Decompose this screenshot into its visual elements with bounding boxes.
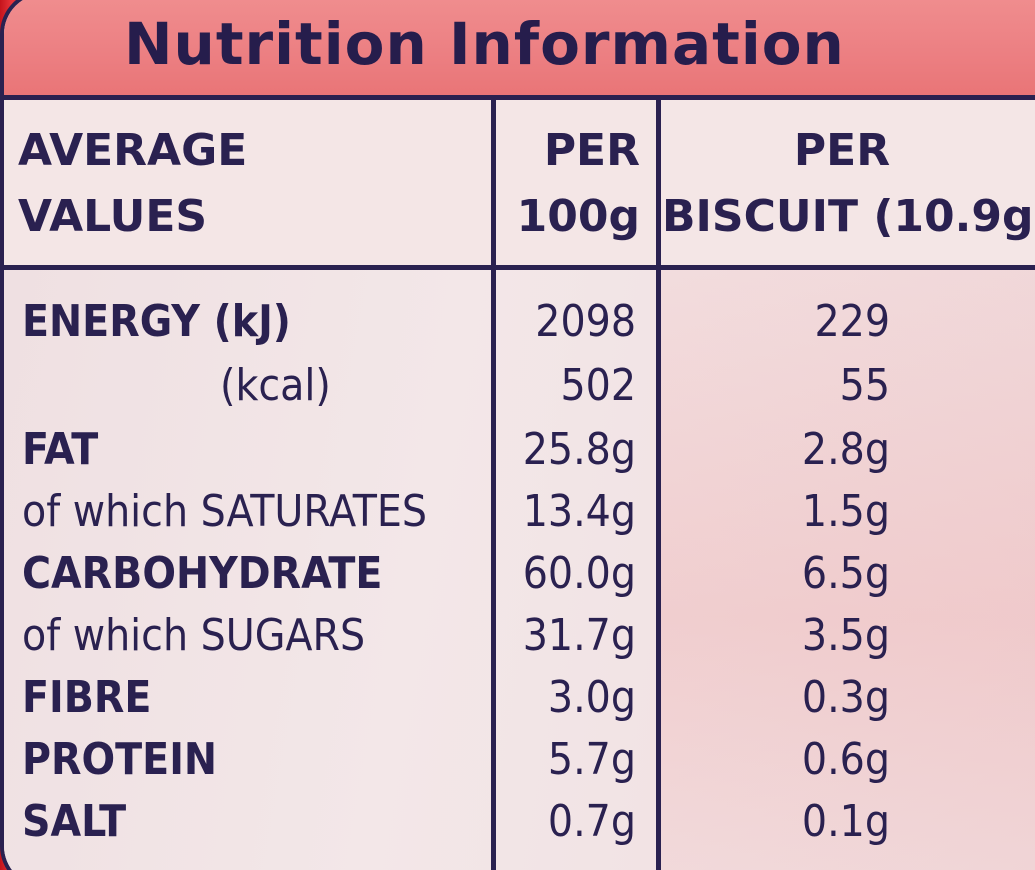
value-per-biscuit: 2.8g: [801, 424, 890, 475]
header-per-biscuit: PER BISCUIT (10.9g): [662, 118, 1035, 250]
table-row-carbohydrate: CARBOHYDRATE 60.0g 6.5g: [0, 542, 1035, 604]
table-row-sugars: of which SUGARS 31.7g 3.5g: [0, 604, 1035, 666]
value-per-biscuit: 0.1g: [801, 796, 890, 847]
header-per-100g-line2: 100g: [516, 191, 640, 242]
column-divider-1: [491, 100, 496, 870]
value-per-100g: 5.7g: [547, 734, 636, 785]
value-per-100g: 13.4g: [522, 486, 636, 537]
header-average-line1: AVERAGE: [18, 125, 248, 176]
nutrient-label: CARBOHYDRATE: [22, 548, 383, 599]
value-per-biscuit: 0.6g: [801, 734, 890, 785]
nutrient-label: ENERGY (kJ): [22, 296, 291, 347]
table-row-salt: SALT 0.7g 0.1g: [0, 790, 1035, 852]
value-per-biscuit: 6.5g: [801, 548, 890, 599]
header-per-100g: PER 100g: [498, 118, 640, 250]
table-body: [4, 270, 1035, 870]
nutrient-label: FIBRE: [22, 672, 152, 723]
nutrient-rows: ENERGY (kJ) 2098 229 (kcal) 502 55 FAT 2…: [0, 290, 1035, 852]
value-per-100g: 31.7g: [522, 610, 636, 661]
value-per-100g: 502: [560, 360, 636, 411]
value-per-100g: 2098: [535, 296, 636, 347]
header-per-biscuit-line2: BISCUIT (10.9g): [662, 191, 1035, 242]
value-per-100g: 0.7g: [547, 796, 636, 847]
value-per-biscuit: 229: [814, 296, 890, 347]
header-per-100g-line1: PER: [543, 125, 640, 176]
nutrient-label: of which SATURATES: [22, 486, 428, 537]
table-row-fat: FAT 25.8g 2.8g: [0, 418, 1035, 480]
value-per-100g: 25.8g: [522, 424, 636, 475]
table-row-saturates: of which SATURATES 13.4g 1.5g: [0, 480, 1035, 542]
nutrient-label: SALT: [22, 796, 127, 847]
header-average-values: AVERAGE VALUES: [18, 118, 247, 250]
nutrient-label: FAT: [22, 424, 99, 475]
value-per-biscuit: 1.5g: [801, 486, 890, 537]
column-divider-2: [656, 100, 661, 870]
value-per-biscuit: 3.5g: [801, 610, 890, 661]
table-row-fibre: FIBRE 3.0g 0.3g: [0, 666, 1035, 728]
nutrient-label: (kcal): [220, 360, 331, 411]
value-per-100g: 60.0g: [522, 548, 636, 599]
nutrient-label: of which SUGARS: [22, 610, 366, 661]
value-per-biscuit: 0.3g: [801, 672, 890, 723]
header-average-line2: VALUES: [18, 191, 208, 242]
header-row: [4, 100, 1035, 270]
value-per-100g: 3.0g: [547, 672, 636, 723]
right-column-tint: [661, 270, 1035, 870]
title-band: Nutrition Information: [4, 0, 1035, 100]
nutrient-label: PROTEIN: [22, 734, 218, 785]
table-row-energy-kcal: (kcal) 502 55: [0, 354, 1035, 418]
table-row-energy-kj: ENERGY (kJ) 2098 229: [0, 290, 1035, 354]
value-per-biscuit: 55: [839, 360, 890, 411]
panel-title: Nutrition Information: [124, 10, 845, 78]
header-per-biscuit-line1: PER: [793, 125, 891, 176]
table-row-protein: PROTEIN 5.7g 0.6g: [0, 728, 1035, 790]
